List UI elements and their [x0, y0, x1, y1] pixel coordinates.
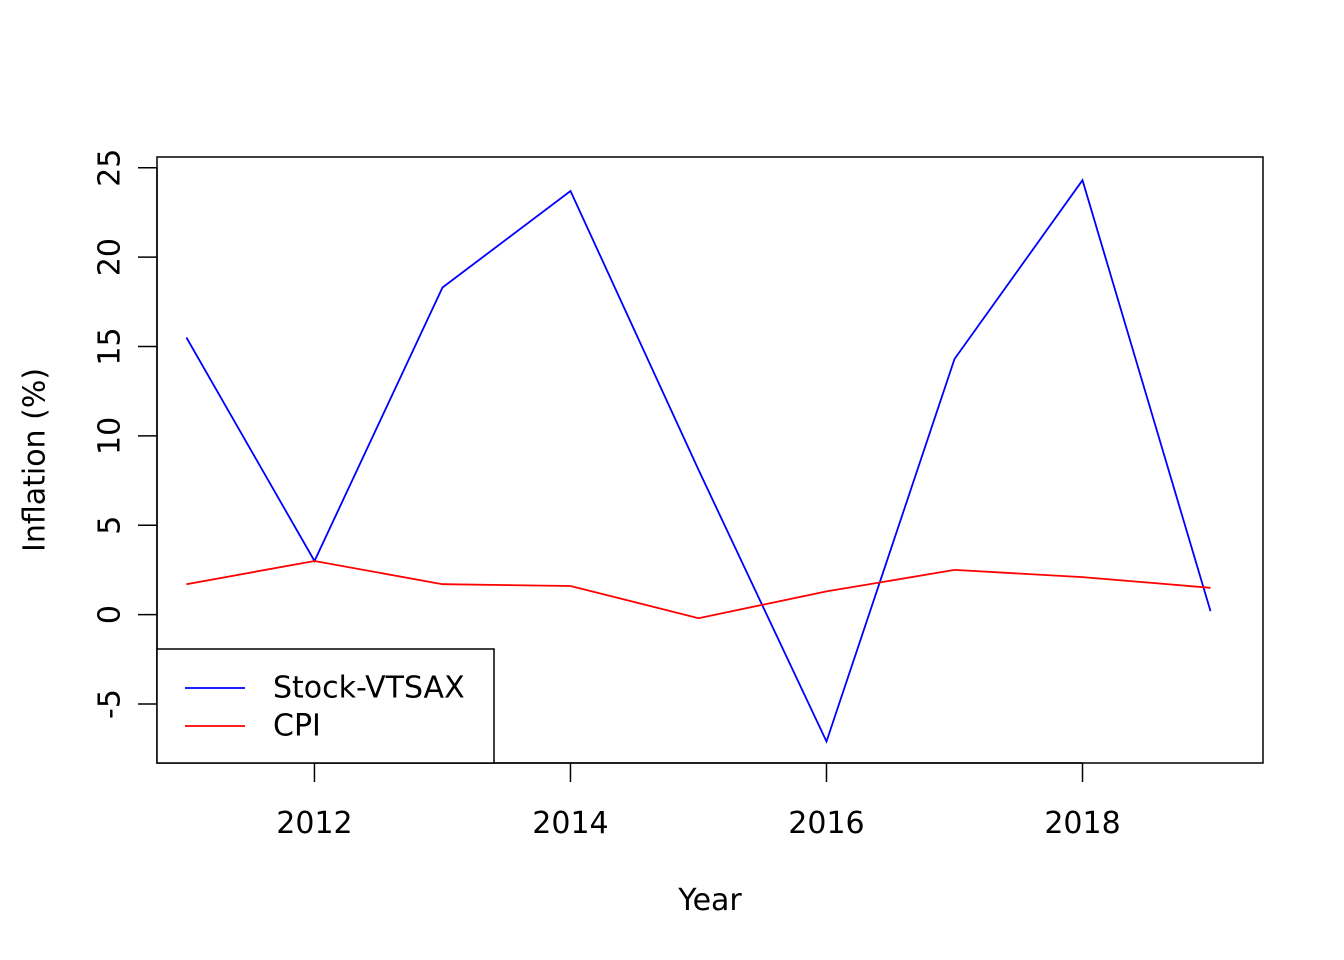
x-tick-label: 2014	[532, 806, 608, 841]
legend-box	[156, 648, 495, 764]
y-tick-label: 0	[93, 605, 128, 624]
y-axis-title: Inflation (%)	[18, 368, 53, 552]
y-axis: -5 0 5 10 15 20 25	[93, 149, 158, 719]
series-layer	[185, 178, 1212, 744]
x-tick-label: 2012	[276, 806, 352, 841]
y-tick-label: -5	[93, 689, 128, 719]
legend-label: CPI	[273, 709, 321, 744]
plot-frame	[156, 156, 1264, 764]
y-tick-label: 5	[93, 516, 128, 535]
y-tick-label: 25	[93, 149, 128, 187]
x-axis-title: Year	[677, 883, 742, 918]
x-tick-label: 2018	[1044, 806, 1120, 841]
x-tick-label: 2016	[788, 806, 864, 841]
legend-label: Stock-VTSAX	[273, 671, 465, 706]
y-tick-label: 10	[93, 417, 128, 455]
series-line-1	[186, 560, 1211, 620]
series-line-0	[185, 178, 1212, 744]
y-tick-label: 15	[93, 327, 128, 365]
y-tick-label: 20	[93, 238, 128, 276]
